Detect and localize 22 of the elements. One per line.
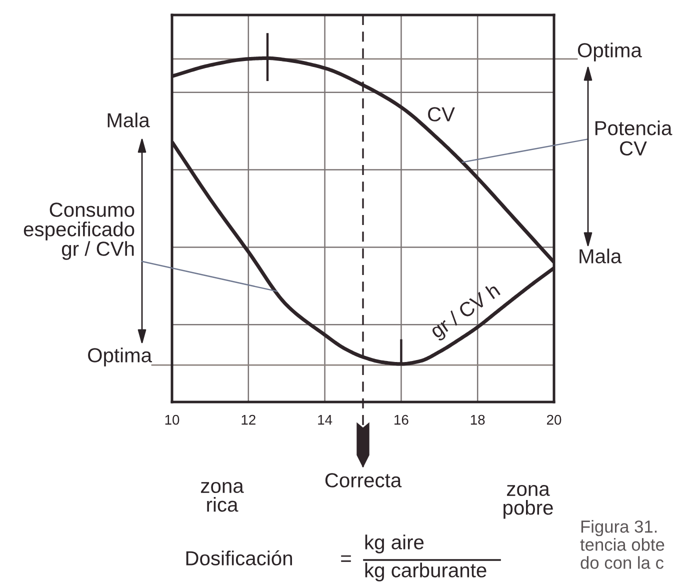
ref-line-label: Optima [88,348,152,366]
x-tick-label: 20 [546,414,562,425]
text: Figura 31. tencia obte do con la c [580,520,664,569]
x-tick-label: 16 [394,414,408,425]
ref-line-label: Optima [578,42,642,62]
x-tick-label: 10 [165,414,180,425]
text: zona pobre [504,484,553,519]
text: = [341,555,351,562]
text: kg carburante [365,562,486,582]
text: Dosificación [186,550,292,566]
x-tick-label: 14 [318,415,332,425]
text: kg aire [365,534,424,554]
series-label: CV [428,107,455,122]
text: Mala [108,112,150,128]
ref-line-label: Correcta [325,473,402,488]
x-tick-label: 12 [242,414,256,425]
text: gr / CV h [428,282,503,342]
text: zona rica [200,482,244,512]
text: Mala [580,248,622,264]
x-tick-label: 18 [470,414,485,425]
annotation: Potencia CV [595,120,672,156]
annotation: Consumo especificado gr / CVh [24,202,134,260]
